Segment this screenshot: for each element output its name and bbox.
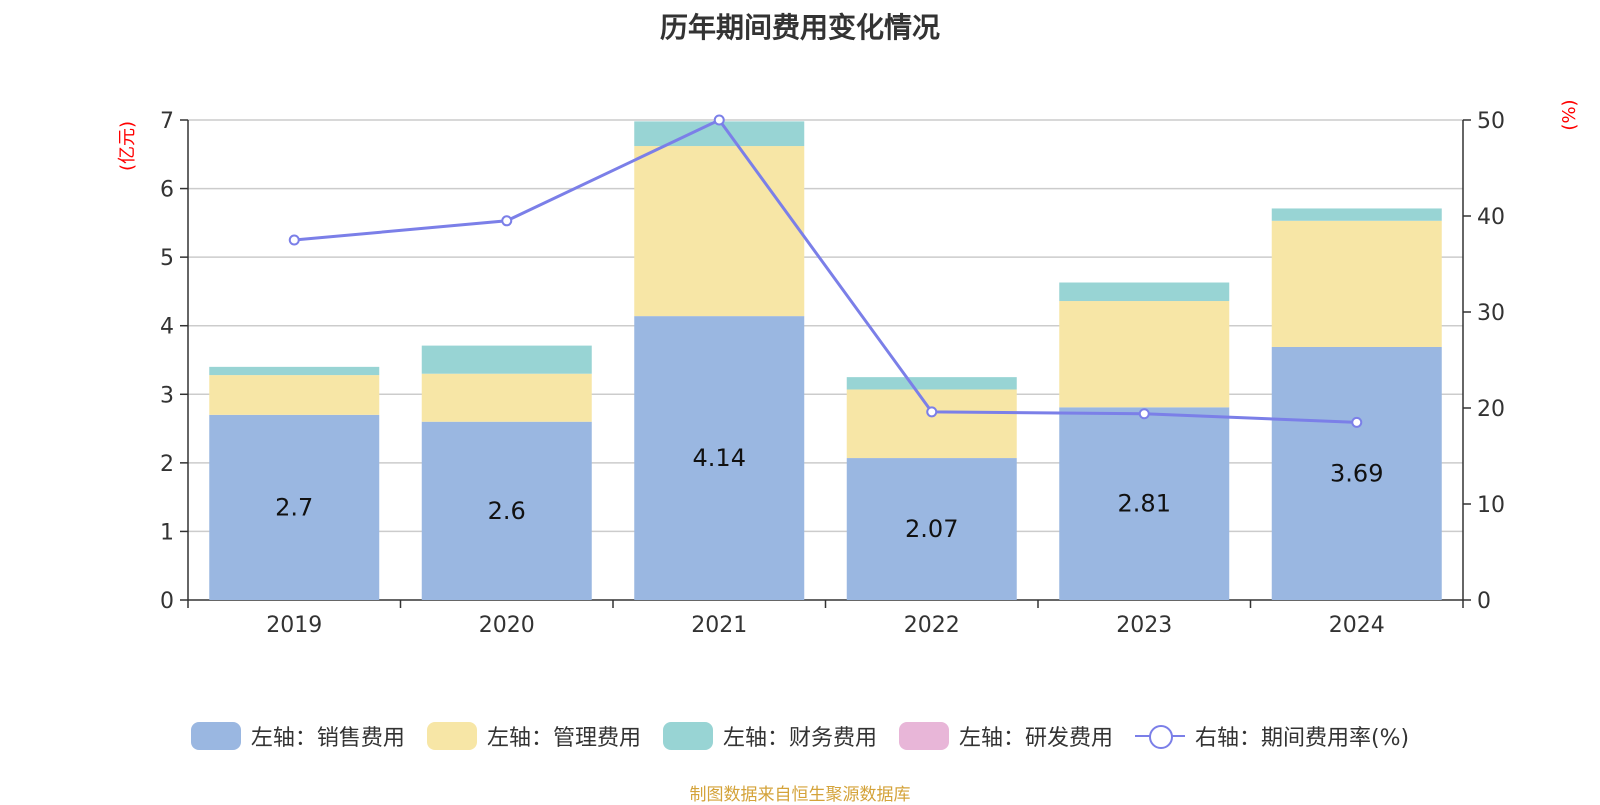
data-label-2021: 4.14 bbox=[693, 444, 746, 472]
x-tick-label: 2024 bbox=[1329, 613, 1385, 638]
right-tick-label: 0 bbox=[1477, 589, 1491, 614]
bar-sales-2020 bbox=[421, 421, 592, 600]
data-label-2023: 2.81 bbox=[1118, 490, 1171, 518]
source-note: 制图数据来自恒生聚源数据库 bbox=[689, 785, 911, 805]
left-tick-label: 5 bbox=[160, 246, 174, 271]
chart-canvas: 0 1 2 3 4 5 6 7 0 10 20 30 40 50 (亿元) (%) 2019 2020 2021 20… bbox=[117, 99, 1580, 638]
legend-label-finance: 左轴：财务费用 bbox=[722, 726, 877, 751]
x-tick-label: 2019 bbox=[266, 613, 322, 638]
line-point-2022 bbox=[926, 406, 938, 418]
left-tick-label: 7 bbox=[160, 109, 174, 134]
right-tick-label: 50 bbox=[1477, 109, 1505, 134]
bar-sales-2022 bbox=[846, 458, 1017, 600]
data-label-2024: 3.69 bbox=[1330, 459, 1383, 487]
right-tick-label: 20 bbox=[1477, 397, 1505, 422]
bar-sales-2021 bbox=[634, 316, 805, 600]
legend-label-admin: 左轴：管理费用 bbox=[486, 726, 641, 751]
legend-label-rnd: 左轴：研发费用 bbox=[958, 726, 1113, 751]
data-label-2020: 2.6 bbox=[488, 497, 526, 525]
bar-sales-2024 bbox=[1271, 346, 1442, 600]
bar-finance-2022 bbox=[846, 377, 1017, 390]
left-axis-unit: (亿元) bbox=[117, 121, 138, 171]
left-tick-label: 6 bbox=[160, 178, 174, 203]
legend-swatch-rate bbox=[1134, 722, 1185, 750]
legend-label-sales: 左轴：销售费用 bbox=[250, 726, 405, 751]
legend-item-admin[interactable]: 左轴：管理费用 bbox=[426, 720, 641, 752]
line-point-2020 bbox=[501, 215, 513, 227]
left-tick-label: 3 bbox=[160, 383, 174, 408]
line-point-2024 bbox=[1351, 416, 1363, 428]
x-tick-label: 2021 bbox=[691, 613, 747, 638]
legend-label-rate: 右轴：期间费用率(%) bbox=[1194, 726, 1410, 751]
legend-swatch-rnd bbox=[898, 722, 949, 750]
legend-item-rnd[interactable]: 左轴：研发费用 bbox=[898, 720, 1113, 752]
line-point-2023 bbox=[1138, 408, 1150, 420]
bar-finance-2020 bbox=[421, 345, 592, 374]
right-axis-unit: (%) bbox=[1559, 99, 1580, 130]
legend-swatch-admin bbox=[426, 722, 477, 750]
data-label-2022: 2.07 bbox=[905, 515, 958, 543]
line-point-2019 bbox=[288, 234, 300, 246]
bar-admin-2024 bbox=[1271, 220, 1442, 347]
bar-sales-2019 bbox=[209, 414, 380, 600]
left-tick-label: 1 bbox=[160, 520, 174, 545]
bar-finance-2023 bbox=[1059, 282, 1230, 302]
legend-item-sales[interactable]: 左轴：销售费用 bbox=[190, 720, 405, 752]
bar-admin-2022 bbox=[846, 389, 1017, 459]
legend: 左轴：销售费用 左轴：管理费用 左轴：财务费用 左轴：研发费用 右轴：期间费用率… bbox=[0, 720, 1600, 752]
left-tick-label: 4 bbox=[160, 315, 174, 340]
bar-admin-2020 bbox=[421, 373, 592, 422]
x-tick-label: 2020 bbox=[479, 613, 535, 638]
bar-sales-2023 bbox=[1059, 407, 1230, 600]
legend-swatch-sales bbox=[190, 722, 241, 750]
bar-admin-2019 bbox=[209, 375, 380, 415]
bar-admin-2021 bbox=[634, 146, 805, 317]
x-tick-label: 2022 bbox=[904, 613, 960, 638]
right-tick-label: 40 bbox=[1477, 205, 1505, 230]
left-tick-label: 2 bbox=[160, 452, 174, 477]
bar-admin-2023 bbox=[1059, 301, 1230, 408]
chart-title: 历年期间费用变化情况 bbox=[659, 11, 940, 44]
left-tick-label: 0 bbox=[160, 589, 174, 614]
right-tick-label: 30 bbox=[1477, 301, 1505, 326]
legend-swatch-finance bbox=[662, 722, 713, 750]
data-label-2019: 2.7 bbox=[275, 493, 313, 521]
legend-item-finance[interactable]: 左轴：财务费用 bbox=[662, 720, 877, 752]
line-rate bbox=[294, 118, 1357, 424]
bar-finance-2024 bbox=[1271, 208, 1442, 221]
line-point-2021 bbox=[713, 114, 725, 126]
x-tick-label: 2023 bbox=[1116, 613, 1172, 638]
bar-finance-2019 bbox=[209, 366, 380, 376]
right-tick-label: 10 bbox=[1477, 493, 1505, 518]
legend-item-rate[interactable]: 右轴：期间费用率(%) bbox=[1134, 720, 1410, 752]
